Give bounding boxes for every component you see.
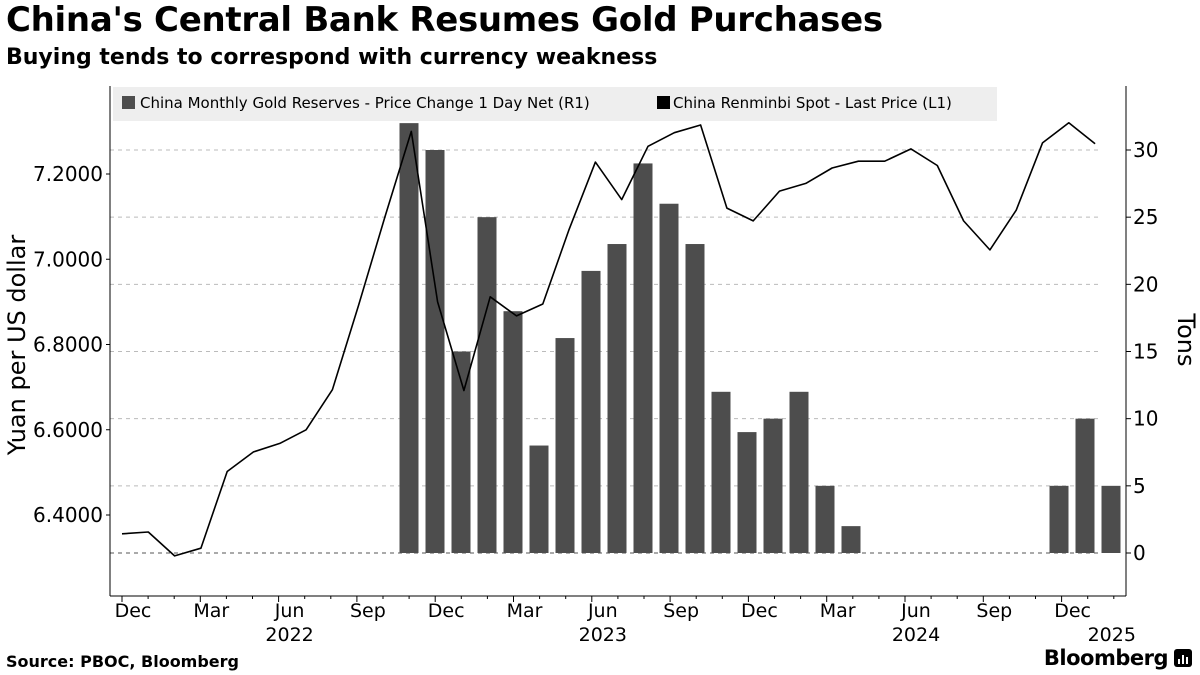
x-month-label: Dec [115,600,152,622]
bar [685,244,705,554]
source-note: Source: PBOC, Bloomberg [6,652,239,671]
left-tick-label: 7.0000 [33,247,103,271]
bar [399,123,419,553]
left-tick-label: 6.6000 [33,418,103,442]
right-tick-label: 20 [1133,272,1158,296]
chart-subtitle: Buying tends to correspond with currency… [6,45,658,70]
legend-swatch-line [657,96,670,109]
right-axis-label: Tons [1172,313,1200,367]
x-month-label: Dec [741,600,778,622]
right-tick-label: 30 [1133,138,1158,162]
right-tick-label: 10 [1133,407,1158,431]
legend-label-bar: China Monthly Gold Reserves - Price Chan… [140,94,590,112]
bar [763,418,783,553]
bar [737,432,757,553]
left-axis-label: Yuan per US dollar [3,235,31,457]
x-month-label: Sep [976,600,1012,622]
bloomberg-logo: Bloomberg [1044,646,1192,670]
left-tick-label: 7.2000 [33,162,103,186]
x-month-label: Jun [274,600,305,622]
left-tick-label: 6.8000 [33,333,103,357]
bar [581,270,601,553]
x-month-label: Jun [587,600,618,622]
x-year-label: 2024 [892,624,940,646]
x-axis-ticks: Dec Mar Jun Sep Dec Mar Jun Sep Dec Mar Jun Sep Dec2… [115,596,1136,646]
bar [841,526,861,553]
x-month-label: Mar [820,600,856,622]
bar [1101,485,1121,553]
bar [503,311,523,553]
right-tick-label: 5 [1133,474,1146,498]
bar [425,150,445,553]
x-month-label: Sep [350,600,386,622]
bar [633,163,653,553]
left-tick-label: 6.4000 [33,503,103,527]
chart-title: China's Central Bank Resumes Gold Purcha… [6,0,883,40]
right-tick-label: 25 [1133,205,1158,229]
legend-background [113,87,997,121]
bar [451,351,471,553]
x-month-label: Dec [428,600,465,622]
x-month-label: Jun [900,600,931,622]
bar [529,445,549,553]
legend-swatch-bar [122,96,135,109]
legend: China Monthly Gold Reserves - Price Chan… [113,87,997,121]
bar [711,391,731,553]
bar-series [399,123,1121,554]
bar [815,485,835,553]
right-tick-label: 15 [1133,340,1158,364]
bar [477,217,497,553]
left-axis-ticks: 6.4000 6.6000 6.8000 7.0000 7.2000 [33,162,110,527]
gridlines [110,149,1098,554]
right-tick-label: 0 [1133,541,1146,565]
legend-label-line: China Renminbi Spot - Last Price (L1) [673,94,952,112]
right-axis-ticks: 0 5 10 15 20 25 30 [1126,138,1158,565]
bar [789,391,809,553]
brand-name: Bloomberg [1043,646,1169,670]
bar [607,244,627,554]
x-year-label: 2023 [579,624,627,646]
bar [659,203,679,553]
x-year-label: 2022 [265,624,313,646]
x-month-label: Mar [507,600,543,622]
x-year-label: 2025 [1088,624,1136,646]
x-month-label: Mar [193,600,229,622]
x-month-label: Sep [663,600,699,622]
bloomberg-mark-icon [1174,649,1192,667]
bar [555,338,575,553]
x-month-label: Dec [1054,600,1091,622]
bar [1049,485,1069,553]
line-series-renminbi [121,122,1096,557]
bar [1075,418,1095,553]
